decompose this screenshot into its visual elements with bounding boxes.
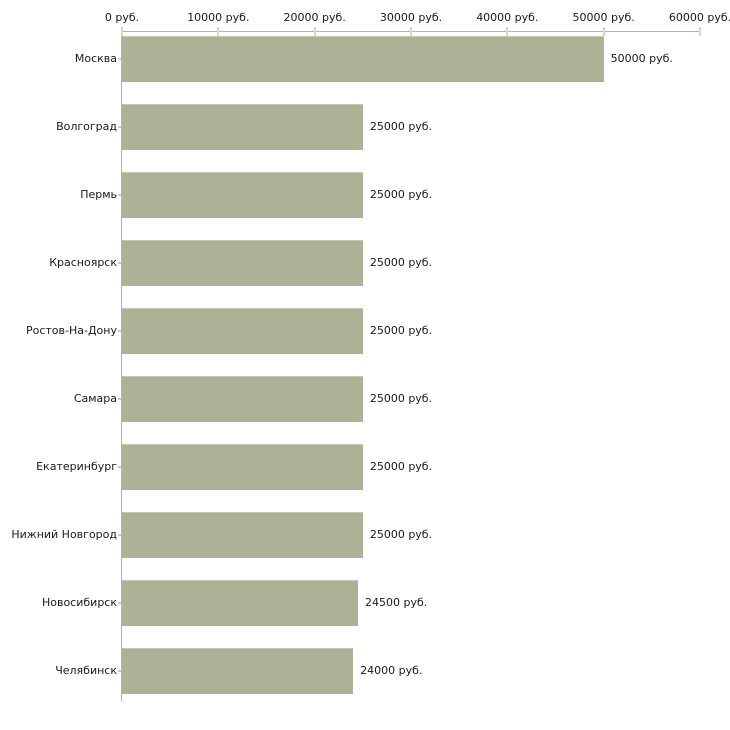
x-axis-tick <box>121 27 123 36</box>
x-axis-tick <box>217 27 220 36</box>
x-axis-tick <box>602 27 605 36</box>
category-label: Пермь <box>80 188 117 201</box>
x-axis-tick-label: 30000 руб. <box>379 11 443 24</box>
x-axis-tick-label: 20000 руб. <box>283 11 346 24</box>
bar <box>122 308 363 354</box>
category-tick <box>118 670 121 672</box>
value-label: 25000 руб. <box>369 460 433 473</box>
value-label: 24500 руб. <box>365 596 428 609</box>
x-axis-tick <box>506 27 509 36</box>
category-tick <box>118 602 121 604</box>
x-axis-tick-label: 10000 руб. <box>187 11 250 24</box>
x-axis-tick <box>410 27 412 36</box>
bar <box>122 104 363 150</box>
category-label: Ростов-На-Дону <box>25 324 117 337</box>
category-tick <box>118 534 121 536</box>
value-label: 25000 руб. <box>369 324 433 337</box>
category-tick <box>118 126 121 128</box>
category-label: Волгоград <box>56 120 117 133</box>
category-label: Самара <box>73 392 117 405</box>
category-label: Челябинск <box>55 664 117 677</box>
category-label: Нижний Новгород <box>11 528 117 541</box>
category-label: Москва <box>74 52 117 65</box>
value-label: 50000 руб. <box>610 52 673 65</box>
category-tick <box>118 58 121 60</box>
value-label: 25000 руб. <box>369 392 433 405</box>
category-tick <box>118 194 121 196</box>
value-label: 24000 руб. <box>360 664 423 677</box>
category-tick <box>118 466 121 468</box>
x-axis-tick-label: 50000 руб. <box>572 11 635 24</box>
bar <box>122 580 359 626</box>
bar <box>122 36 604 82</box>
category-tick <box>118 262 121 264</box>
bar <box>122 512 363 558</box>
category-label: Екатеринбург <box>36 460 117 473</box>
category-tick <box>118 330 121 332</box>
category-tick <box>118 398 121 400</box>
value-label: 25000 руб. <box>369 528 433 541</box>
x-axis-tick-label: 60000 руб. <box>668 11 730 24</box>
x-axis-tick <box>699 27 701 36</box>
value-label: 25000 руб. <box>369 256 433 269</box>
value-label: 25000 руб. <box>369 120 433 133</box>
value-label: 25000 руб. <box>369 188 433 201</box>
x-axis-tick-label: 0 руб. <box>104 11 140 24</box>
bar <box>122 172 363 218</box>
bar <box>122 444 363 490</box>
bar <box>122 376 363 422</box>
bar <box>122 648 354 694</box>
category-label: Красноярск <box>49 256 117 269</box>
category-label: Новосибирск <box>41 596 117 609</box>
y-axis-line <box>121 31 122 701</box>
x-axis-tick-label: 40000 руб. <box>476 11 539 24</box>
bar <box>122 240 363 286</box>
x-axis-tick <box>313 27 316 36</box>
